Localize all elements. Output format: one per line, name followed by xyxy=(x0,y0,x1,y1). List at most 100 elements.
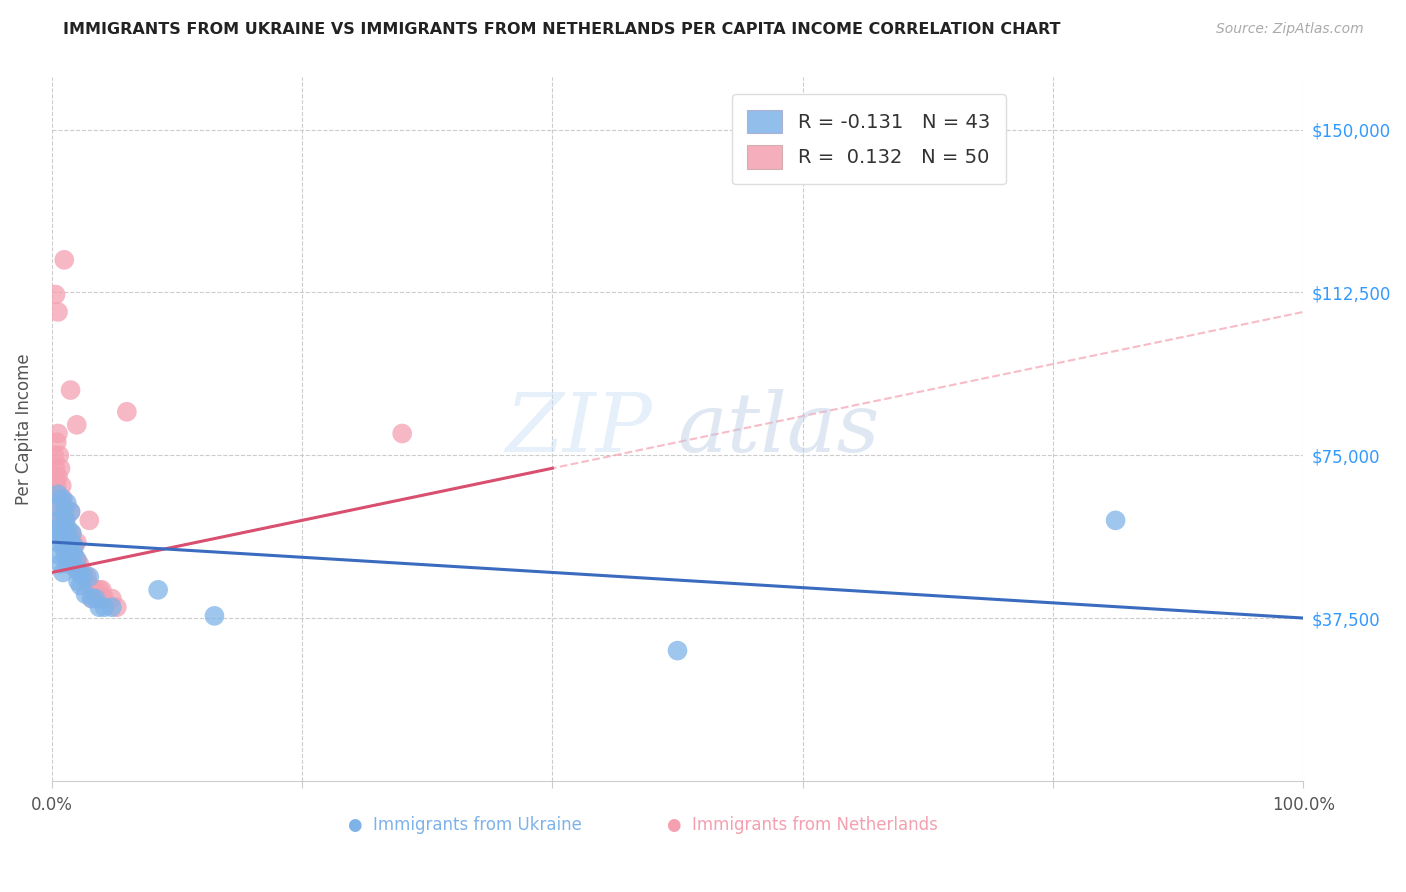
Point xyxy=(66,574,89,589)
Point xyxy=(56,535,79,549)
Point xyxy=(115,405,138,419)
Point xyxy=(666,643,689,657)
Point xyxy=(59,543,82,558)
Point xyxy=(80,591,103,606)
Point xyxy=(44,448,66,462)
Point xyxy=(55,548,77,562)
Point xyxy=(93,591,115,606)
Point xyxy=(60,526,83,541)
Point xyxy=(69,566,91,580)
Point xyxy=(63,540,86,554)
Point xyxy=(55,513,77,527)
Y-axis label: Per Capita Income: Per Capita Income xyxy=(15,353,32,505)
Point xyxy=(90,591,112,606)
Point xyxy=(59,505,82,519)
Point xyxy=(52,566,75,580)
Text: Source: ZipAtlas.com: Source: ZipAtlas.com xyxy=(1216,22,1364,37)
Point xyxy=(80,582,103,597)
Point xyxy=(51,522,73,536)
Point xyxy=(58,543,80,558)
Point xyxy=(53,505,76,519)
Point xyxy=(51,478,73,492)
Text: IMMIGRANTS FROM UKRAINE VS IMMIGRANTS FROM NETHERLANDS PER CAPITA INCOME CORRELA: IMMIGRANTS FROM UKRAINE VS IMMIGRANTS FR… xyxy=(63,22,1060,37)
Point xyxy=(44,461,66,475)
Point xyxy=(44,287,66,301)
Point xyxy=(45,435,67,450)
Text: ●  Immigrants from Netherlands: ● Immigrants from Netherlands xyxy=(668,815,938,834)
Point xyxy=(93,600,115,615)
Text: atlas: atlas xyxy=(678,389,880,469)
Point xyxy=(75,587,97,601)
Point xyxy=(67,557,90,571)
Point xyxy=(62,548,84,562)
Point xyxy=(49,461,72,475)
Text: ●  Immigrants from Ukraine: ● Immigrants from Ukraine xyxy=(347,815,582,834)
Point xyxy=(55,531,77,545)
Point xyxy=(49,557,72,571)
Point xyxy=(60,526,83,541)
Point xyxy=(105,600,128,615)
Point xyxy=(79,570,101,584)
Point xyxy=(55,526,77,541)
Point xyxy=(101,591,124,606)
Point xyxy=(72,570,94,584)
Point xyxy=(146,582,169,597)
Point xyxy=(53,535,76,549)
Point xyxy=(59,535,82,549)
Point xyxy=(53,252,76,267)
Point xyxy=(69,578,91,592)
Point xyxy=(79,513,101,527)
Point xyxy=(65,552,87,566)
Point xyxy=(48,448,70,462)
Point xyxy=(1104,513,1126,527)
Point xyxy=(48,491,70,506)
Point xyxy=(84,591,107,606)
Point xyxy=(49,505,72,519)
Point xyxy=(63,548,86,562)
Point xyxy=(66,557,89,571)
Point xyxy=(90,582,112,597)
Point xyxy=(76,570,98,584)
Legend: R = -0.131   N = 43, R =  0.132   N = 50: R = -0.131 N = 43, R = 0.132 N = 50 xyxy=(731,95,1005,185)
Point xyxy=(53,531,76,545)
Point xyxy=(59,383,82,397)
Point xyxy=(101,600,124,615)
Point xyxy=(51,513,73,527)
Point xyxy=(66,535,89,549)
Point xyxy=(66,417,89,432)
Point xyxy=(46,470,69,484)
Point xyxy=(46,487,69,501)
Point xyxy=(65,561,87,575)
Point xyxy=(49,526,72,541)
Point xyxy=(204,608,226,623)
Point xyxy=(45,500,67,515)
Point xyxy=(84,582,107,597)
Point xyxy=(51,491,73,506)
Point xyxy=(53,500,76,515)
Point xyxy=(89,600,111,615)
Point xyxy=(48,548,70,562)
Point xyxy=(58,540,80,554)
Point xyxy=(66,552,89,566)
Point xyxy=(72,566,94,580)
Point xyxy=(45,478,67,492)
Point xyxy=(48,513,70,527)
Point xyxy=(80,591,103,606)
Point xyxy=(391,426,413,441)
Point xyxy=(79,578,101,592)
Point xyxy=(55,496,77,510)
Point xyxy=(52,526,75,541)
Point xyxy=(46,426,69,441)
Point xyxy=(55,513,77,527)
Point xyxy=(52,491,75,506)
Point xyxy=(62,535,84,549)
Point xyxy=(59,505,82,519)
Text: ZIP: ZIP xyxy=(506,389,652,469)
Point xyxy=(52,540,75,554)
Point xyxy=(44,522,66,536)
Point xyxy=(56,522,79,536)
Point xyxy=(67,566,90,580)
Point xyxy=(46,535,69,549)
Point xyxy=(46,305,69,319)
Point xyxy=(89,582,111,597)
